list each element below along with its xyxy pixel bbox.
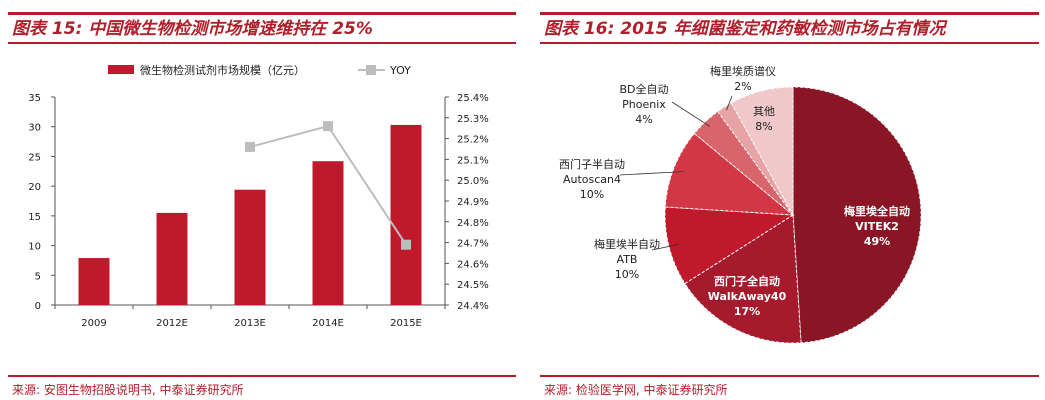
right-tick-label: 24.4%: [457, 301, 489, 312]
title-rule-top: [8, 12, 516, 15]
pie-slice-name: 西门子全自动: [714, 274, 780, 288]
right-tick-label: 24.8%: [457, 218, 489, 229]
left-tick-label: 10: [28, 242, 41, 253]
pie-slice-percent: 4%: [635, 113, 652, 126]
pie-slice-model: Phoenix: [622, 98, 666, 111]
right-tick-label: 25.4%: [457, 93, 489, 104]
left-tick-label: 20: [28, 182, 41, 193]
right-tick-label: 25.0%: [457, 176, 489, 187]
x-tick-label: 2014E: [312, 318, 344, 329]
market-size-bar: [234, 189, 266, 305]
pie-slice-model: WalkAway40: [708, 290, 787, 303]
pie-slice: [664, 132, 795, 216]
market-share-pie: 梅里埃全自动 VITEK2 49% 西门子全自动 WalkAway40 17% 梅里埃半自动…: [559, 64, 922, 344]
right-tick-label: 25.3%: [457, 114, 489, 125]
figure-16-panel: 图表 16: 2015 年细菌鉴定和药敏检测市场占有情况 梅里埃全自动 VITEK…: [532, 0, 1045, 400]
legend-line-marker: [366, 65, 376, 75]
legend-line-label: YOY: [389, 64, 411, 77]
pie-slice: [684, 214, 802, 344]
pie-slice: [730, 86, 794, 216]
left-tick-label: 0: [35, 301, 41, 312]
market-size-bar: [156, 212, 188, 305]
yoy-point: [401, 239, 411, 250]
pie-slice-name: BD全自动: [619, 82, 668, 96]
right-tick-label: 24.9%: [457, 197, 489, 208]
source-rule: [8, 375, 516, 377]
market-size-bar: [78, 258, 110, 305]
market-size-bar: [312, 161, 344, 305]
right-tick-label: 24.7%: [457, 239, 489, 250]
yoy-point: [245, 141, 255, 152]
pie-slice: [664, 206, 795, 285]
pie-slice-name: 其他: [753, 105, 775, 118]
market-size-bar: [390, 124, 422, 305]
figure-15-title: 图表 15: 中国微生物检测市场增速维持在 25%: [12, 19, 373, 39]
title-rule-bottom: [8, 42, 516, 44]
right-tick-label: 24.6%: [457, 259, 489, 270]
x-tick-label: 2012E: [156, 318, 188, 329]
left-tick-label: 25: [28, 152, 41, 163]
figure-16-source: 来源: 检验医学网, 中泰证券研究所: [544, 383, 728, 397]
left-tick-label: 5: [35, 271, 41, 282]
pie-slice-name: 梅里埃半自动: [594, 237, 660, 251]
pie-slice: [792, 86, 922, 344]
legend-bar-swatch: [108, 65, 134, 74]
pie-slice-name: 梅里埃质谱仪: [710, 64, 776, 78]
pie-slice-percent: 10%: [580, 188, 604, 201]
pie-slice-percent: 8%: [755, 120, 772, 133]
figure-15-panel: 图表 15: 中国微生物检测市场增速维持在 25% 0 5 10 15 20 25 30 35…: [0, 0, 522, 400]
x-tick-label: 2009: [81, 318, 106, 329]
title-rule-bottom: [540, 42, 1039, 44]
pie-slice-model: VITEK2: [855, 220, 899, 233]
market-growth-chart: 0 5 10 15 20 25 30 35 24.4% 24.5% 24.6% 24.7% 24.8% 2…: [28, 63, 489, 329]
pie-slice-model: Autoscan4: [563, 173, 621, 186]
pie-leader-line: [651, 243, 679, 251]
pie-leader-line: [671, 101, 711, 127]
source-rule: [540, 375, 1039, 377]
pie-leader-line: [619, 171, 684, 176]
pie-leader-line: [726, 95, 733, 111]
pie-slice-percent: 49%: [864, 235, 890, 248]
yoy-point: [323, 121, 333, 132]
legend-bar-label: 微生物检测试剂市场规模（亿元）: [140, 63, 305, 77]
pie-slice-model: ATB: [617, 253, 638, 266]
left-tick-label: 15: [28, 212, 41, 223]
figure-15-source: 来源: 安图生物招股说明书, 中泰证券研究所: [12, 383, 244, 397]
pie-slice-name: 西门子半自动: [559, 157, 625, 171]
right-tick-label: 24.5%: [457, 280, 489, 291]
pie-slice-percent: 17%: [734, 305, 760, 318]
right-tick-label: 25.2%: [457, 135, 489, 146]
x-tick-label: 2015E: [390, 318, 422, 329]
right-tick-label: 25.1%: [457, 155, 489, 166]
left-tick-label: 30: [28, 123, 41, 134]
figure-16-title: 图表 16: 2015 年细菌鉴定和药敏检测市场占有情况: [544, 19, 946, 39]
pie-slice-name: 梅里埃全自动: [844, 204, 910, 218]
pie-slice-percent: 10%: [615, 268, 639, 281]
pie-slice: [717, 102, 794, 216]
pie-slice-percent: 2%: [734, 80, 751, 93]
title-rule-top: [540, 12, 1039, 15]
left-tick-label: 35: [28, 93, 41, 104]
x-tick-label: 2013E: [234, 318, 266, 329]
